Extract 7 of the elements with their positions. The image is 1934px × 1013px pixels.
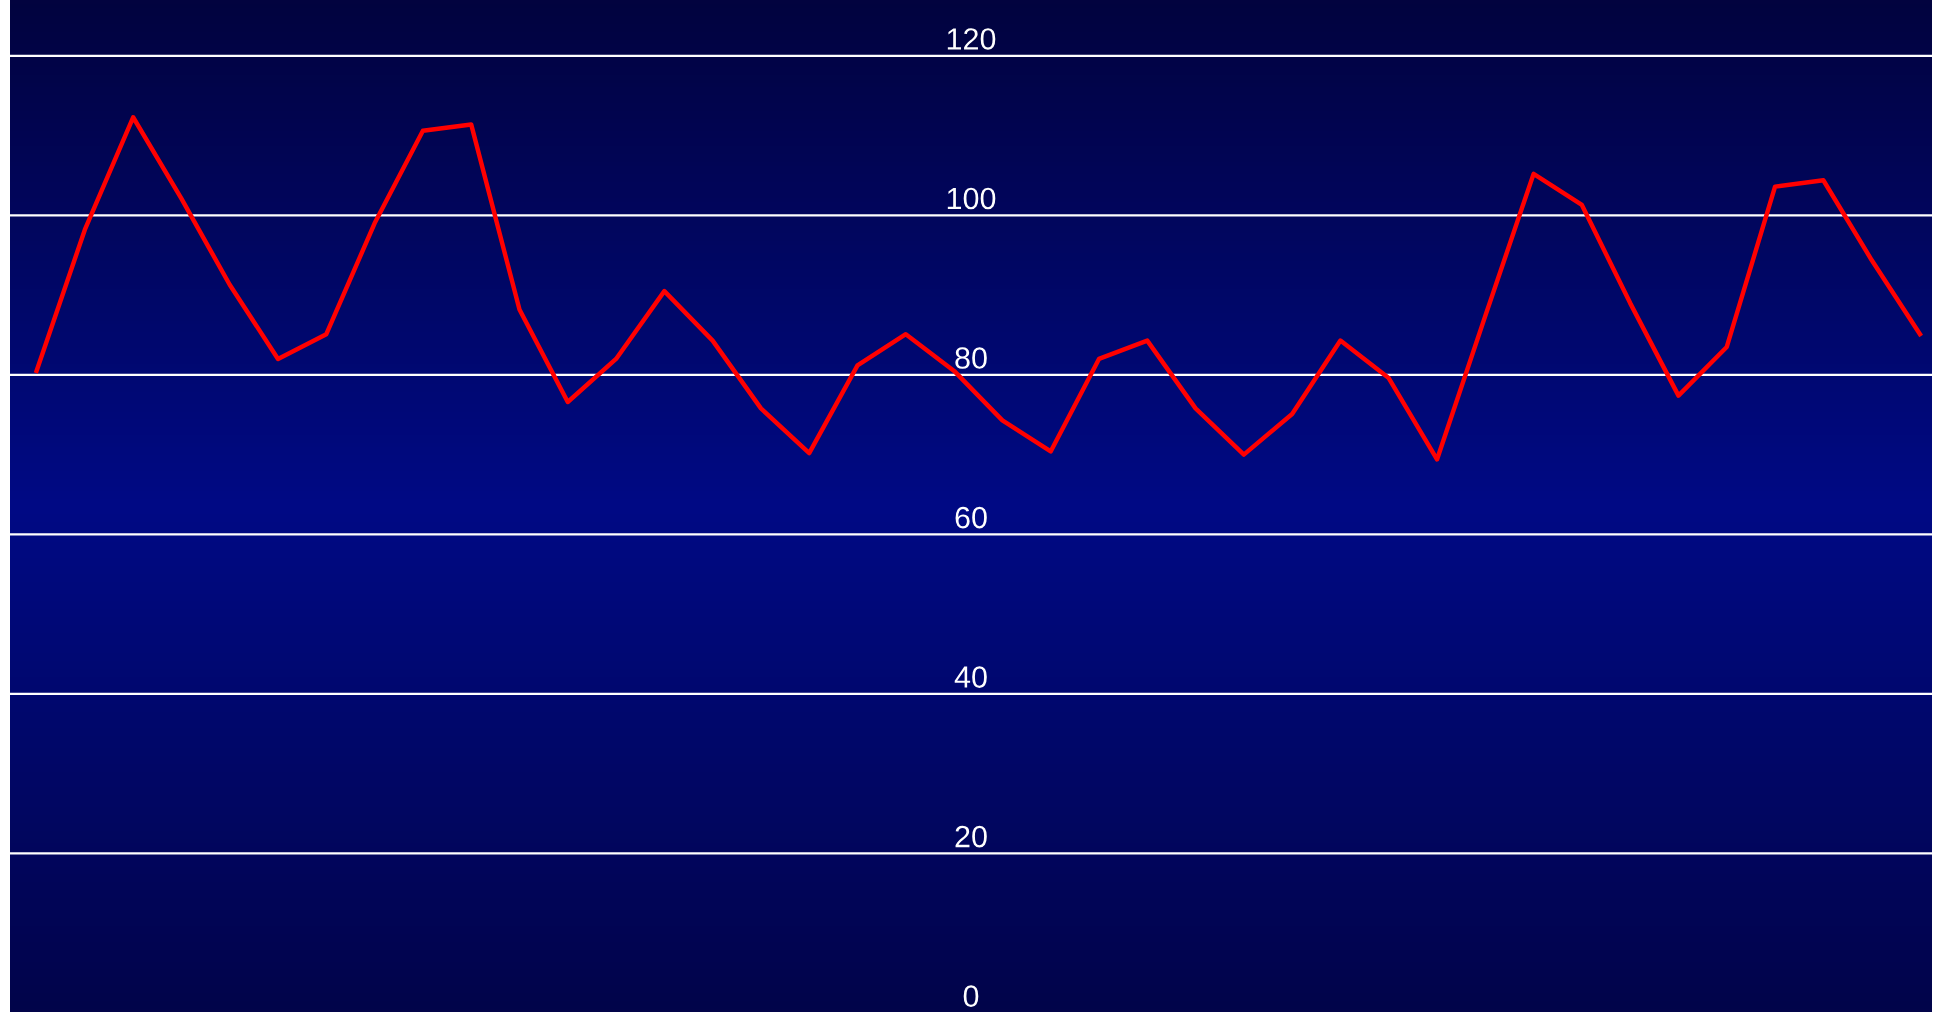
- y-tick-label: 120: [947, 28, 996, 50]
- y-tick-label: 0: [963, 985, 979, 1007]
- y-tick-label: 20: [955, 825, 987, 848]
- y-tick-label: 80: [955, 347, 987, 369]
- y-tick-label: 60: [955, 506, 987, 529]
- y-tick-label: 100: [947, 187, 996, 210]
- y-tick-label: 40: [954, 666, 987, 688]
